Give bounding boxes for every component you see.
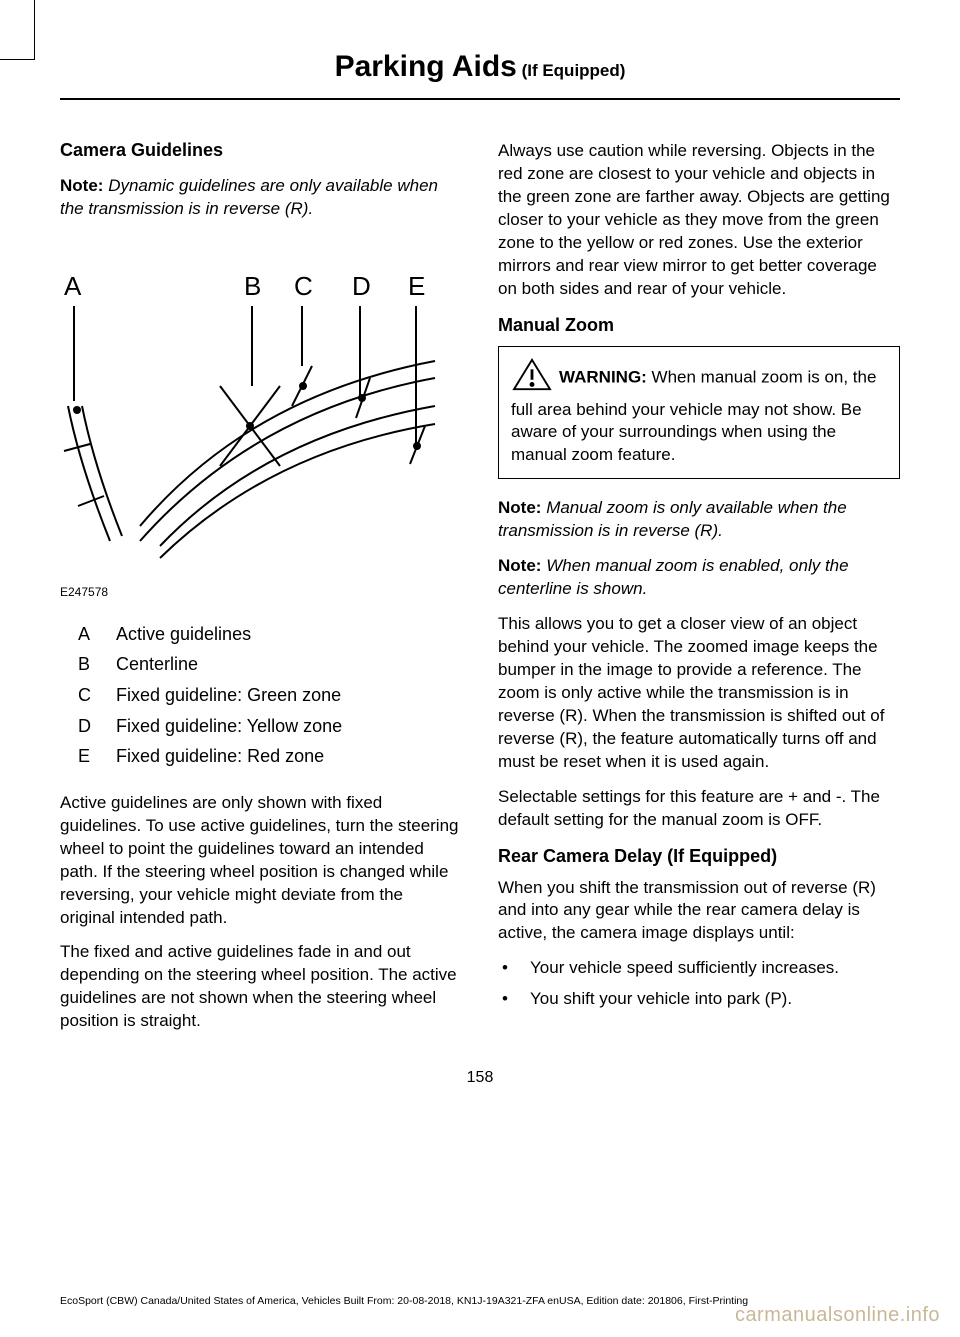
diagram-code: E247578 — [60, 585, 462, 599]
bullet-row: •You shift your vehicle into park (P). — [502, 988, 900, 1011]
legend-val: Centerline — [116, 649, 462, 680]
right-column: Always use caution while reversing. Obje… — [498, 140, 900, 1045]
crop-mark — [0, 0, 35, 60]
note-label: Note: — [60, 176, 103, 195]
content-columns: Camera Guidelines Note: Dynamic guidelin… — [60, 140, 900, 1045]
legend-row: EFixed guideline: Red zone — [60, 741, 462, 772]
diagram-labels: A B C D E — [60, 271, 462, 302]
page-header: Parking Aids (If Equipped) — [60, 50, 900, 100]
rear-delay-bullets: •Your vehicle speed sufficiently increas… — [502, 957, 900, 1011]
right-intro: Always use caution while reversing. Obje… — [498, 140, 900, 301]
legend-row: BCenterline — [60, 649, 462, 680]
manual-zoom-heading: Manual Zoom — [498, 315, 900, 336]
camera-guidelines-note: Note: Dynamic guidelines are only availa… — [60, 175, 462, 221]
header-subtitle: (If Equipped) — [517, 61, 626, 80]
bullet-dot: • — [502, 988, 530, 1011]
diagram-legend: AActive guidelines BCenterline CFixed gu… — [60, 619, 462, 772]
legend-row: AActive guidelines — [60, 619, 462, 650]
guidelines-diagram-svg — [60, 306, 440, 566]
diagram-label-c: C — [294, 271, 330, 302]
legend-key: E — [60, 741, 116, 772]
left-para-1: Active guidelines are only shown with fi… — [60, 792, 462, 930]
warning-label: WARNING: — [559, 367, 647, 386]
legend-val: Fixed guideline: Yellow zone — [116, 711, 462, 742]
diagram-label-e: E — [408, 271, 444, 302]
manual-zoom-para1: This allows you to get a closer view of … — [498, 613, 900, 774]
manual-zoom-note1: Note: Manual zoom is only available when… — [498, 497, 900, 543]
watermark: carmanualsonline.info — [735, 1304, 940, 1327]
legend-key: D — [60, 711, 116, 742]
bullet-text: You shift your vehicle into park (P). — [530, 988, 900, 1011]
diagram: A B C D E — [60, 271, 462, 599]
header-title: Parking Aids — [335, 50, 517, 83]
legend-val: Fixed guideline: Red zone — [116, 741, 462, 772]
bullet-row: •Your vehicle speed sufficiently increas… — [502, 957, 900, 980]
rear-delay-para: When you shift the transmission out of r… — [498, 877, 900, 946]
legend-row: DFixed guideline: Yellow zone — [60, 711, 462, 742]
note-text: Manual zoom is only available when the t… — [498, 498, 847, 540]
camera-guidelines-heading: Camera Guidelines — [60, 140, 462, 161]
legend-key: A — [60, 619, 116, 650]
bullet-dot: • — [502, 957, 530, 980]
legend-row: CFixed guideline: Green zone — [60, 680, 462, 711]
rear-delay-heading: Rear Camera Delay (If Equipped) — [498, 846, 900, 867]
note-label: Note: — [498, 556, 541, 575]
note-text: When manual zoom is enabled, only the ce… — [498, 556, 849, 598]
warning-box: WARNING: When manual zoom is on, the ful… — [498, 346, 900, 480]
left-column: Camera Guidelines Note: Dynamic guidelin… — [60, 140, 462, 1045]
manual-zoom-note2: Note: When manual zoom is enabled, only … — [498, 555, 900, 601]
bullet-text: Your vehicle speed sufficiently increase… — [530, 957, 900, 980]
legend-key: C — [60, 680, 116, 711]
warning-icon — [511, 357, 553, 399]
page: Parking Aids (If Equipped) Camera Guidel… — [0, 0, 960, 1337]
diagram-label-d: D — [352, 271, 388, 302]
note-text: Dynamic guidelines are only available wh… — [60, 176, 438, 218]
diagram-label-a: A — [64, 271, 100, 302]
manual-zoom-para2: Selectable settings for this feature are… — [498, 786, 900, 832]
diagram-label-b: B — [244, 271, 280, 302]
legend-key: B — [60, 649, 116, 680]
left-para-2: The fixed and active guidelines fade in … — [60, 941, 462, 1033]
legend-val: Fixed guideline: Green zone — [116, 680, 462, 711]
page-number: 158 — [60, 1069, 900, 1087]
note-label: Note: — [498, 498, 541, 517]
legend-val: Active guidelines — [116, 619, 462, 650]
